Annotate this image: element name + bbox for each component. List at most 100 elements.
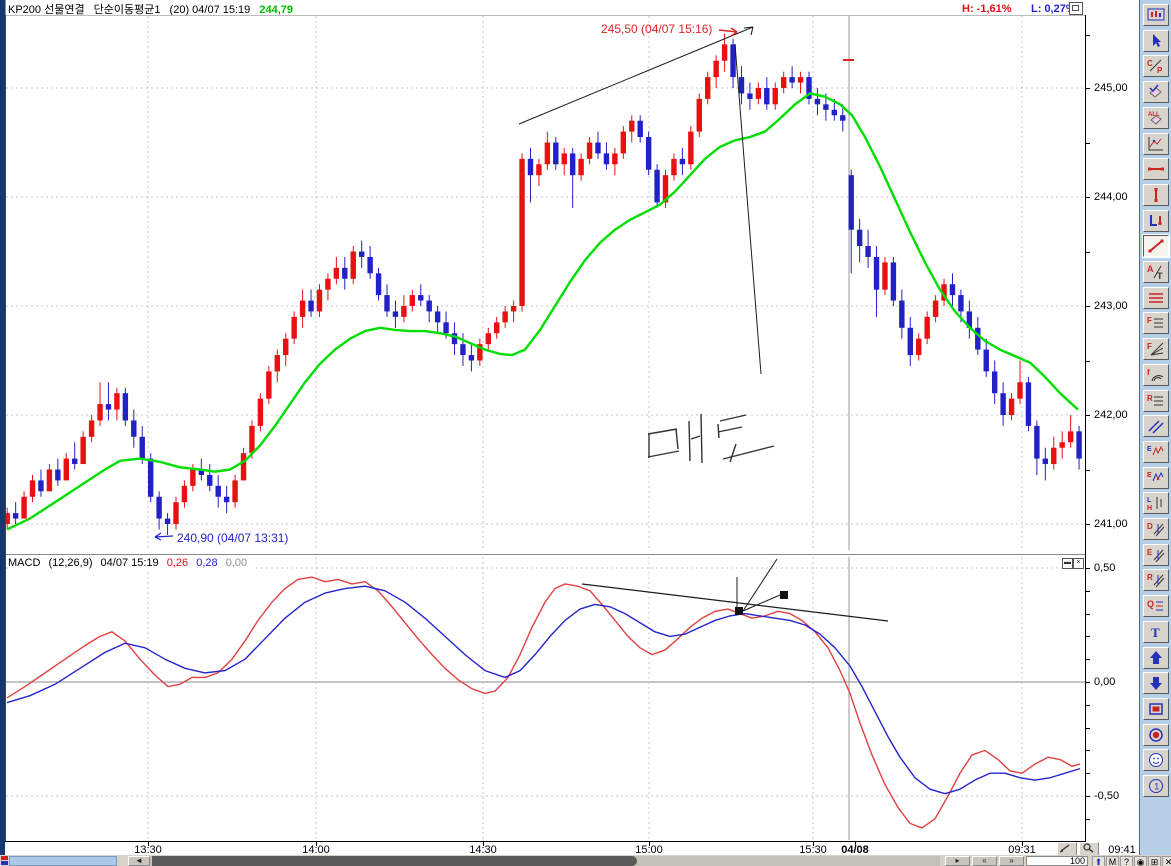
svg-text:E: E	[1147, 472, 1152, 479]
axis-label: -0,50	[1094, 790, 1120, 802]
target-icon[interactable]: ◉	[1134, 856, 1147, 866]
pan-up-icon[interactable]: ⬆	[1092, 856, 1105, 866]
sell-handwriting-stroke[interactable]	[722, 445, 775, 460]
scroll-left-button[interactable]: ◄	[128, 856, 150, 866]
rising-trendline[interactable]	[518, 26, 754, 125]
low-marker-arrowhead[interactable]	[154, 536, 162, 541]
sell-handwriting-stroke[interactable]	[719, 414, 747, 422]
scrollbar-track[interactable]	[150, 856, 940, 866]
low-annotation-label[interactable]: 240,90 (04/07 13:31)	[177, 531, 288, 545]
toolbar-button-step-line[interactable]	[1143, 209, 1169, 232]
bars-count-input[interactable]: 100	[1026, 856, 1088, 866]
macd-datetime: 04/07 15:19	[100, 557, 159, 569]
candle-body	[536, 164, 542, 176]
toolbar-button-erase-all[interactable]: ALL	[1143, 106, 1169, 129]
toolbar-button-parallel-lines[interactable]	[1143, 415, 1169, 438]
time-label: 09:41	[1108, 844, 1136, 856]
toolbar-button-fibo-retracement[interactable]: F	[1143, 312, 1169, 335]
axis-tick	[1086, 306, 1090, 307]
high-marker-arrowhead[interactable]	[730, 27, 738, 33]
toolbar-button-number-marker[interactable]: 1	[1143, 775, 1169, 797]
page-back-button[interactable]: «	[972, 856, 997, 866]
ma20-line[interactable]	[6, 92, 1079, 531]
toolbar-button-erase-selected[interactable]	[1143, 81, 1169, 104]
sell-handwriting-stroke[interactable]	[690, 435, 701, 440]
toolbar-button-pattern-r[interactable]: R	[1143, 569, 1169, 592]
drawing-handle[interactable]	[780, 591, 788, 599]
macd-descending-trendline[interactable]	[581, 583, 889, 622]
toolbar-button-pattern-e[interactable]: E	[1143, 543, 1169, 566]
low-marker-arrowhead[interactable]	[154, 532, 162, 538]
axis-tick	[1086, 415, 1090, 416]
macd-connector-line[interactable]	[742, 594, 781, 612]
candle-body	[553, 142, 559, 165]
toolbar-button-elliott-impulse[interactable]: E	[1143, 466, 1169, 489]
sell-handwriting-stroke[interactable]	[717, 426, 743, 433]
page-forward-button[interactable]: »	[999, 856, 1024, 866]
draw-mode-button[interactable]	[1057, 842, 1077, 856]
scrollbar-thumb[interactable]	[152, 856, 637, 866]
toolbar-button-fibo-ratio[interactable]: R	[1143, 389, 1169, 412]
play-button[interactable]: ▸	[945, 856, 970, 866]
sell-handwriting-stroke[interactable]	[700, 413, 703, 464]
time-label: 13:30	[134, 844, 162, 856]
toolbar-button-rect-shape[interactable]	[1143, 697, 1169, 720]
toolbar-button-vertical-line[interactable]	[1143, 183, 1169, 206]
candle-body	[907, 327, 913, 356]
sell-handwriting-stroke[interactable]	[647, 428, 678, 435]
high-marker-arrow[interactable]	[718, 29, 738, 33]
toolbar-button-pointer[interactable]	[1143, 29, 1169, 52]
toolbar-button-quote-note[interactable]: Q	[1143, 595, 1169, 618]
candle-body	[249, 425, 255, 454]
toolbar-button-multi-horizontal-lines[interactable]	[1143, 286, 1169, 309]
macd-pane-minimize-icon[interactable]: ▬	[1062, 558, 1073, 569]
zoom-button[interactable]	[1079, 842, 1099, 856]
rising-trendline-arrowhead[interactable]	[750, 26, 754, 36]
candle-body	[502, 311, 508, 323]
sell-handwriting-stroke[interactable]	[647, 450, 680, 458]
macd-pointer-line[interactable]	[742, 558, 778, 612]
candle-body	[215, 485, 221, 497]
toolbar-button-fibo-fan[interactable]: F	[1143, 338, 1169, 361]
candle-body	[620, 131, 627, 154]
pane-restore-icon[interactable]	[1069, 2, 1083, 15]
high-marker-arrowhead[interactable]	[730, 31, 738, 37]
toolbar-button-indicator-chart[interactable]	[1143, 132, 1169, 155]
sell-drop-line[interactable]	[734, 43, 762, 375]
toolbar-button-multi-chart[interactable]	[1143, 4, 1169, 26]
macd-panel[interactable]	[5, 556, 1085, 841]
toolbar-button-circle-shape[interactable]	[1143, 723, 1169, 746]
close-strip-icon[interactable]: ✕	[1162, 856, 1171, 866]
sell-handwriting-stroke[interactable]	[717, 423, 720, 439]
high-annotation-label[interactable]: 245,50 (04/07 15:16)	[601, 22, 712, 36]
toolbar-button-horizontal-line[interactable]	[1143, 158, 1169, 181]
toolbar-button-elliott-wave[interactable]: E	[1143, 440, 1169, 463]
drawing-handle[interactable]	[735, 607, 743, 615]
toolbar-button-pattern-d[interactable]: D	[1143, 518, 1169, 540]
axis-tick	[1086, 524, 1090, 525]
toolbar-button-arrow-down[interactable]	[1143, 672, 1169, 695]
pane-separator[interactable]	[5, 554, 1086, 555]
toolbar-button-arrow-up[interactable]	[1143, 646, 1169, 669]
signal-line[interactable]	[6, 585, 1081, 795]
grid-toggle-icon[interactable]: ⊞	[1148, 856, 1161, 866]
zoom-mode-icon[interactable]: M	[1106, 856, 1119, 866]
toolbar-button-smiley[interactable]	[1143, 749, 1169, 772]
toolbar-button-text-tool[interactable]: T	[1143, 620, 1169, 643]
axis-tick	[1086, 142, 1090, 144]
sell-handwriting-stroke[interactable]	[675, 428, 679, 450]
toolbar-button-diagonal-line[interactable]	[1142, 234, 1170, 259]
sell-handwriting-stroke[interactable]	[688, 420, 691, 462]
main-candlestick-panel[interactable]: 245,50 (04/07 15:16) 240,90 (04/07 13:31)	[5, 15, 1085, 550]
macd-pane-close-icon[interactable]: ×	[1073, 558, 1084, 569]
toolbar-button-fibo-arc[interactable]: f	[1143, 363, 1169, 386]
sell-handwriting-stroke[interactable]	[729, 443, 737, 463]
macd-line[interactable]	[6, 576, 1081, 829]
help-icon[interactable]: ?	[1120, 856, 1133, 866]
low-marker-arrow[interactable]	[154, 535, 174, 538]
candle-body	[966, 311, 973, 328]
rising-trendline-arrowhead[interactable]	[743, 26, 754, 29]
